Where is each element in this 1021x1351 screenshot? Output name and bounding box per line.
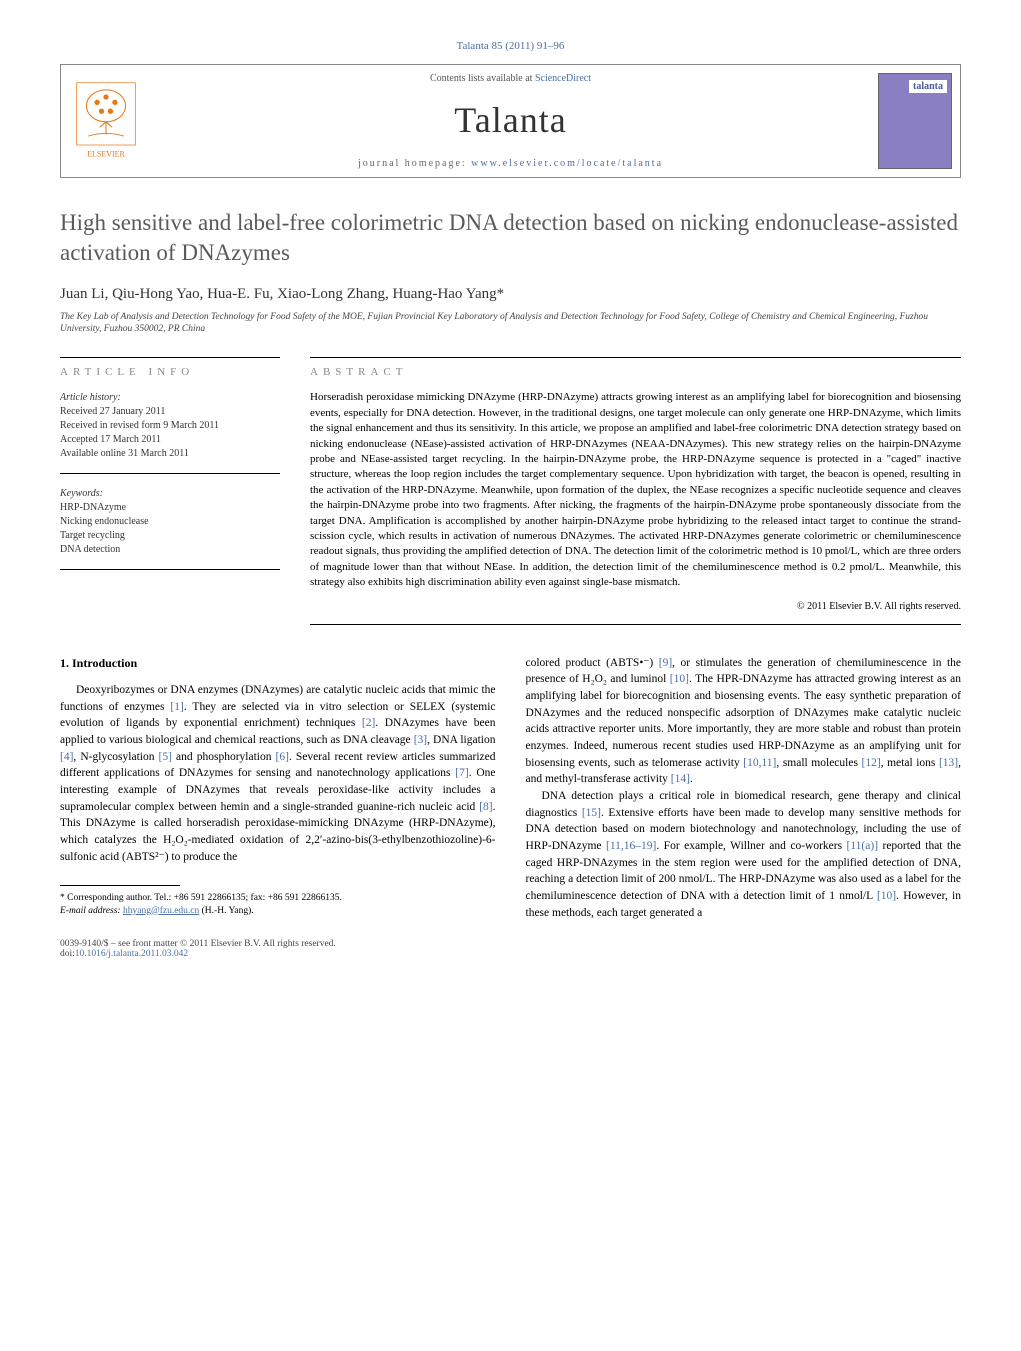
doi-line: doi:10.1016/j.talanta.2011.03.042 xyxy=(60,949,961,959)
p1r-a: colored product (ABTS•⁻) xyxy=(526,657,659,669)
body-column-right: colored product (ABTS•⁻) [9], or stimula… xyxy=(526,655,962,922)
page-footer: 0039-9140/$ – see front matter © 2011 El… xyxy=(60,939,961,959)
affiliation: The Key Lab of Analysis and Detection Te… xyxy=(60,311,961,336)
keyword-2: Target recycling xyxy=(60,529,280,543)
article-info: ARTICLE INFO Article history: Received 2… xyxy=(60,357,280,624)
cover-thumbnail: talanta xyxy=(878,73,952,169)
corresponding-author-footnote: * Corresponding author. Tel.: +86 591 22… xyxy=(60,892,496,917)
email-who: (H.-H. Yang). xyxy=(199,906,253,916)
issn-line: 0039-9140/$ – see front matter © 2011 El… xyxy=(60,939,961,949)
elsevier-tree-icon: ELSEVIER xyxy=(71,81,141,161)
footnote-separator xyxy=(60,885,180,886)
accepted-line: Accepted 17 March 2011 xyxy=(60,433,280,447)
intro-paragraph-2: DNA detection plays a critical role in b… xyxy=(526,788,962,921)
body-columns: 1. Introduction Deoxyribozymes or DNA en… xyxy=(60,655,961,922)
ref-10b[interactable]: [10] xyxy=(877,890,896,902)
doi-label: doi: xyxy=(60,949,75,959)
abstract-heading: ABSTRACT xyxy=(310,366,961,378)
revised-line: Received in revised form 9 March 2011 xyxy=(60,419,280,433)
section-heading-1: 1. Introduction xyxy=(60,655,496,672)
ref-2[interactable]: [2] xyxy=(362,717,375,729)
ref-15[interactable]: [15] xyxy=(582,807,601,819)
ref-4[interactable]: [4] xyxy=(60,751,73,763)
ref-12[interactable]: [12] xyxy=(862,757,881,769)
article-title: High sensitive and label-free colorimetr… xyxy=(60,208,961,268)
article-history-block: Article history: Received 27 January 201… xyxy=(60,392,280,474)
body-column-left: 1. Introduction Deoxyribozymes or DNA en… xyxy=(60,655,496,922)
ref-8[interactable]: [8] xyxy=(479,801,492,813)
p1-e: , N-glycosylation xyxy=(73,751,158,763)
received-line: Received 27 January 2011 xyxy=(60,405,280,419)
info-abstract-row: ARTICLE INFO Article history: Received 2… xyxy=(60,357,961,624)
p1-d: , DNA ligation xyxy=(427,734,495,746)
citation-line: Talanta 85 (2011) 91–96 xyxy=(60,40,961,52)
ref-11a[interactable]: [11(a)] xyxy=(847,840,879,852)
homepage-line: journal homepage: www.elsevier.com/locat… xyxy=(151,158,870,169)
abstract-column: ABSTRACT Horseradish peroxidase mimickin… xyxy=(310,357,961,624)
history-label: Article history: xyxy=(60,392,280,403)
svg-text:ELSEVIER: ELSEVIER xyxy=(87,150,125,159)
homepage-link[interactable]: www.elsevier.com/locate/talanta xyxy=(471,158,663,169)
abstract-text: Horseradish peroxidase mimicking DNAzyme… xyxy=(310,390,961,590)
p1r-c: . The HPR-DNAzyme has attracted growing … xyxy=(526,673,962,768)
keywords-label: Keywords: xyxy=(60,488,280,499)
keyword-3: DNA detection xyxy=(60,543,280,557)
ref-13[interactable]: [13] xyxy=(939,757,958,769)
keyword-1: Nicking endonuclease xyxy=(60,515,280,529)
doi-link[interactable]: 10.1016/j.talanta.2011.03.042 xyxy=(75,949,188,959)
page-container: Talanta 85 (2011) 91–96 ELSEVIER Content… xyxy=(0,0,1021,989)
journal-cover: talanta xyxy=(870,65,960,177)
contents-prefix: Contents lists available at xyxy=(430,73,535,84)
abstract-copyright: © 2011 Elsevier B.V. All rights reserved… xyxy=(310,601,961,612)
ref-14[interactable]: [14] xyxy=(671,773,690,785)
intro-paragraph-1-cont: colored product (ABTS•⁻) [9], or stimula… xyxy=(526,655,962,788)
ref-3[interactable]: [3] xyxy=(414,734,427,746)
p2-c: . For example, Willner and co-workers xyxy=(656,840,846,852)
ref-6[interactable]: [6] xyxy=(276,751,289,763)
keyword-0: HRP-DNAzyme xyxy=(60,501,280,515)
email-link[interactable]: hhyang@fzu.edu.cn xyxy=(123,906,199,916)
p1-f: and phosphorylation xyxy=(172,751,276,763)
ref-7[interactable]: [7] xyxy=(455,767,468,779)
email-label: E-mail address: xyxy=(60,906,123,916)
elsevier-logo: ELSEVIER xyxy=(61,65,151,177)
p1r-d: , small molecules xyxy=(776,757,861,769)
cover-label: talanta xyxy=(909,80,947,93)
online-line: Available online 31 March 2011 xyxy=(60,447,280,461)
ref-11-16-19[interactable]: [11,16–19] xyxy=(606,840,656,852)
correspondence-line: * Corresponding author. Tel.: +86 591 22… xyxy=(60,892,496,904)
ref-10-11[interactable]: [10,11] xyxy=(743,757,776,769)
homepage-prefix: journal homepage: xyxy=(358,158,471,169)
ref-10[interactable]: [10] xyxy=(670,673,689,685)
p1r-e: , metal ions xyxy=(881,757,939,769)
header-center: Contents lists available at ScienceDirec… xyxy=(151,65,870,177)
keywords-block: Keywords: HRP-DNAzyme Nicking endonuclea… xyxy=(60,488,280,570)
intro-paragraph-1: Deoxyribozymes or DNA enzymes (DNAzymes)… xyxy=(60,682,496,865)
sciencedirect-link[interactable]: ScienceDirect xyxy=(535,73,591,84)
authors-line: Juan Li, Qiu-Hong Yao, Hua-E. Fu, Xiao-L… xyxy=(60,286,961,303)
email-line: E-mail address: hhyang@fzu.edu.cn (H.-H.… xyxy=(60,905,496,917)
ref-9[interactable]: [9] xyxy=(659,657,672,669)
ref-1[interactable]: [1] xyxy=(170,701,183,713)
ref-5[interactable]: [5] xyxy=(159,751,172,763)
article-info-heading: ARTICLE INFO xyxy=(60,366,280,378)
journal-header: ELSEVIER Contents lists available at Sci… xyxy=(60,64,961,178)
journal-name: Talanta xyxy=(151,99,870,141)
contents-available-line: Contents lists available at ScienceDirec… xyxy=(151,73,870,84)
p1r-g: . xyxy=(690,773,693,785)
